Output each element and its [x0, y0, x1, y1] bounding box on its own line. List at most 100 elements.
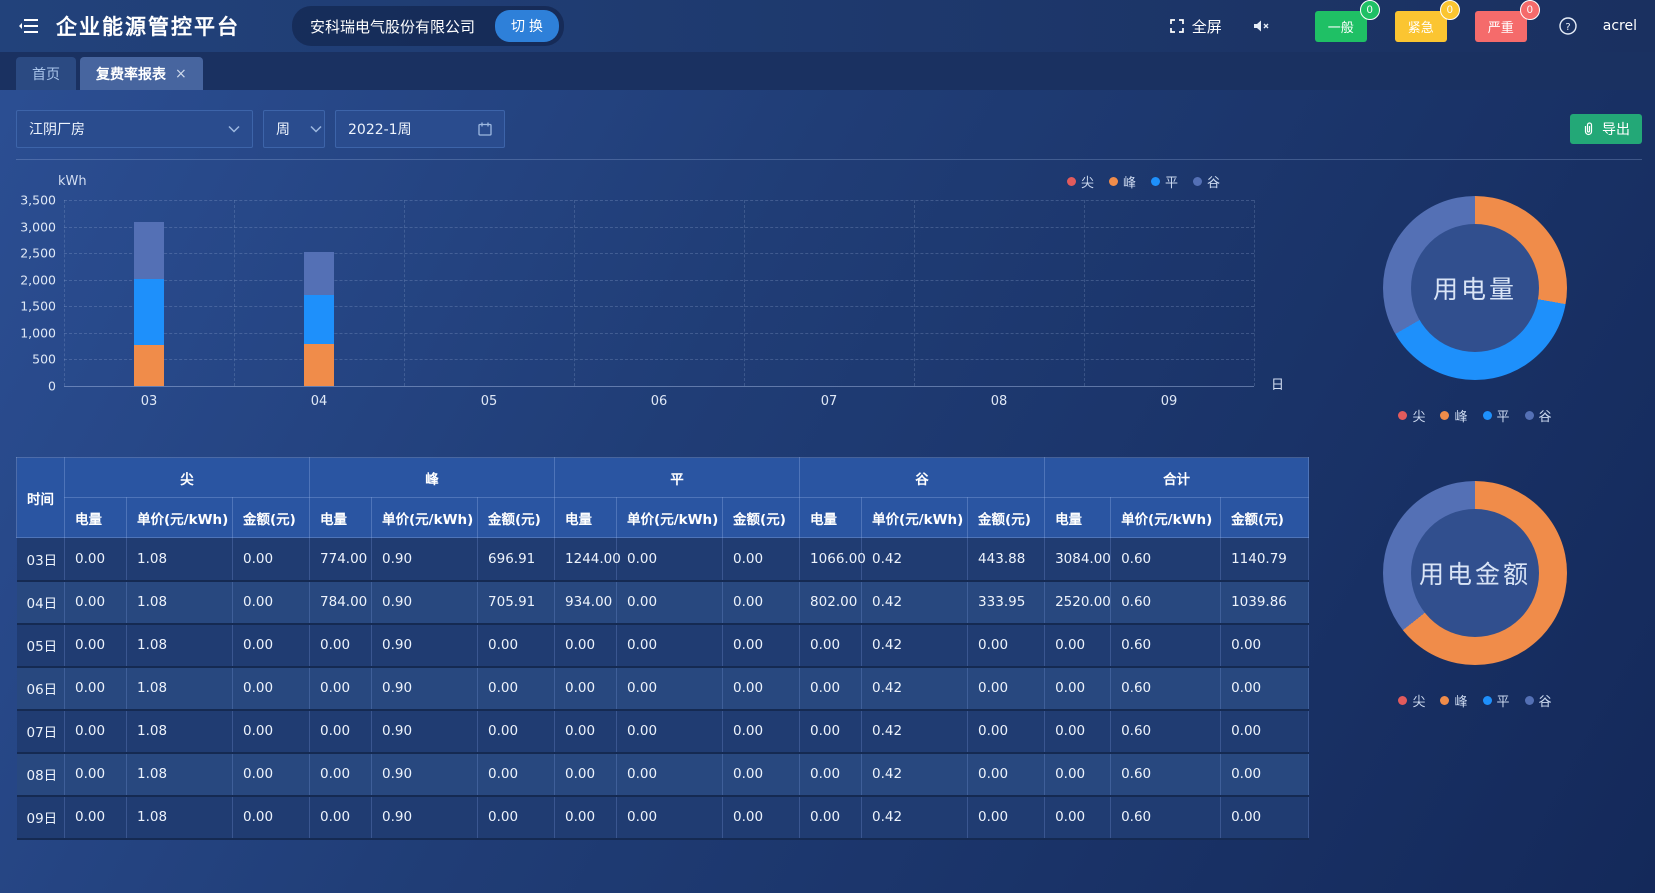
table-cell: 0.00 — [64, 580, 127, 625]
switch-company-button[interactable]: 切 换 — [495, 10, 559, 42]
legend-item-平[interactable]: 平 — [1482, 406, 1510, 425]
help-icon[interactable]: ? — [1559, 17, 1577, 35]
filter-row: 江阴厂房 周 2022-1周 — [16, 110, 1642, 148]
table-header: 时间尖峰平谷合计 电量 单价(元/kWh) 金额(元) 电量 单价(元/kWh) 金额(元)… — [16, 457, 1310, 538]
table-cell: 0.00 — [1044, 666, 1112, 711]
y-axis-tick: 2,000 — [20, 272, 56, 288]
table-row: 05日 0.00 1.08 0.00 0.00 0.90 0.00 0.00 0.00 0.00 0… — [16, 623, 1310, 668]
column-header: 金额(元) — [231, 497, 311, 538]
legend-item-尖[interactable]: 尖 — [1398, 406, 1425, 425]
table-cell: 0.00 — [1044, 709, 1112, 754]
table-cell: 0.00 — [64, 795, 127, 840]
legend-label: 谷 — [1538, 695, 1552, 710]
table-cell: 0.00 — [232, 623, 311, 668]
bar-07 — [814, 200, 844, 386]
legend-item-谷[interactable]: 谷 — [1524, 691, 1552, 710]
alarm-badge-label: 紧急 — [1407, 19, 1434, 35]
username[interactable]: acrel — [1602, 18, 1637, 34]
bar-segment-平 — [304, 294, 334, 345]
legend-dot — [1440, 696, 1450, 705]
table-cell: 0.42 — [861, 537, 969, 582]
legend-dot — [1398, 411, 1408, 420]
column-group-平: 平 — [554, 457, 801, 498]
bar-chart-legend: 尖峰平谷 — [1066, 172, 1220, 191]
alarm-badge-紧急[interactable]: 紧急 0 — [1394, 0, 1460, 42]
table-cell: 0.00 — [477, 795, 556, 840]
table-cell: 0.00 — [722, 580, 801, 625]
column-header: 电量 — [1044, 497, 1112, 538]
table-cell: 0.00 — [722, 537, 801, 582]
gridline — [64, 200, 1254, 201]
legend-item-峰[interactable]: 峰 — [1440, 406, 1468, 425]
period-select[interactable]: 周 — [263, 110, 325, 148]
x-axis-name: 日 — [1270, 378, 1284, 393]
table-cell: 1.08 — [126, 709, 233, 754]
table-cell: 0.42 — [861, 709, 969, 754]
fullscreen-button[interactable]: 全屏 — [1169, 16, 1222, 37]
table-cell: 0.00 — [616, 795, 724, 840]
table-cell: 0.00 — [64, 709, 127, 754]
table-cell: 0.00 — [232, 537, 311, 582]
legend-item-平[interactable]: 平 — [1150, 172, 1178, 191]
export-button[interactable]: 导出 — [1570, 114, 1642, 144]
table-cell: 0.00 — [232, 795, 311, 840]
legend-item-谷[interactable]: 谷 — [1524, 406, 1552, 425]
legend-item-尖[interactable]: 尖 — [1066, 172, 1094, 191]
table-cell: 0.00 — [799, 752, 863, 797]
legend-item-谷[interactable]: 谷 — [1192, 172, 1220, 191]
table-cell: 0.00 — [64, 623, 127, 668]
date-picker[interactable]: 2022-1周 — [335, 110, 505, 148]
legend-label: 峰 — [1454, 410, 1468, 425]
column-header: 单价(元/kWh) — [1110, 497, 1222, 538]
gridline — [64, 226, 1254, 228]
table-cell: 0.90 — [371, 537, 479, 582]
bar-segment-峰 — [134, 344, 164, 386]
row-time: 07日 — [16, 709, 65, 754]
period-select-value: 周 — [276, 122, 290, 138]
table-cell: 0.00 — [477, 623, 556, 668]
gridline — [1084, 200, 1085, 386]
tab-bar: 首页 复费率报表 × — [0, 52, 1655, 90]
table-cell: 1.08 — [126, 537, 233, 582]
table-cell: 0.00 — [1220, 709, 1310, 754]
legend-item-尖[interactable]: 尖 — [1398, 691, 1425, 710]
energy-bar-chart: kWh 尖 峰 平 谷 0 500 1,000 1,500 2,000 2,500 3,000 3,… — [16, 168, 1308, 413]
menu-collapse-icon[interactable] — [18, 17, 40, 35]
tab-close-icon[interactable]: × — [175, 65, 187, 82]
x-axis-tick: 04 — [310, 394, 328, 409]
legend-label: 平 — [1496, 410, 1510, 425]
x-axis-tick: 05 — [480, 394, 498, 409]
gridline — [234, 200, 235, 386]
table-cell: 1039.86 — [1220, 580, 1310, 625]
table-cell: 0.00 — [616, 709, 724, 754]
table-cell: 0.00 — [1220, 795, 1310, 840]
svg-text:?: ? — [1565, 22, 1570, 33]
legend-dot — [1066, 177, 1076, 186]
alarm-badge-严重[interactable]: 严重 0 — [1474, 0, 1540, 42]
gridline — [64, 359, 1254, 361]
legend-item-峰[interactable]: 峰 — [1440, 691, 1468, 710]
table-cell: 0.00 — [722, 666, 801, 711]
column-header: 金额(元) — [722, 497, 801, 538]
company-name: 安科瑞电气股份有限公司 — [310, 17, 476, 36]
table-cell: 784.00 — [309, 580, 373, 625]
legend-label: 谷 — [1538, 410, 1552, 425]
column-header: 电量 — [309, 497, 373, 538]
tab-复费率报表[interactable]: 复费率报表 × — [80, 57, 203, 90]
site-select[interactable]: 江阴厂房 — [16, 110, 253, 148]
legend-dot — [1440, 411, 1450, 420]
legend-item-平[interactable]: 平 — [1482, 691, 1510, 710]
table-cell: 0.00 — [967, 623, 1046, 668]
page-title: 企业能源管控平台 — [56, 15, 240, 39]
table-cell: 0.00 — [1220, 666, 1310, 711]
tab-首页[interactable]: 首页 — [16, 57, 76, 90]
table-cell: 0.90 — [371, 580, 479, 625]
mute-icon[interactable] — [1252, 18, 1271, 34]
table-cell: 0.00 — [722, 752, 801, 797]
column-header: 金额(元) — [477, 497, 556, 538]
legend-item-峰[interactable]: 峰 — [1108, 172, 1136, 191]
table-cell: 1.08 — [126, 623, 233, 668]
column-header: 单价(元/kWh) — [861, 497, 969, 538]
alarm-count-badge: 0 — [1359, 0, 1380, 20]
alarm-badge-一般[interactable]: 一般 0 — [1314, 0, 1380, 42]
